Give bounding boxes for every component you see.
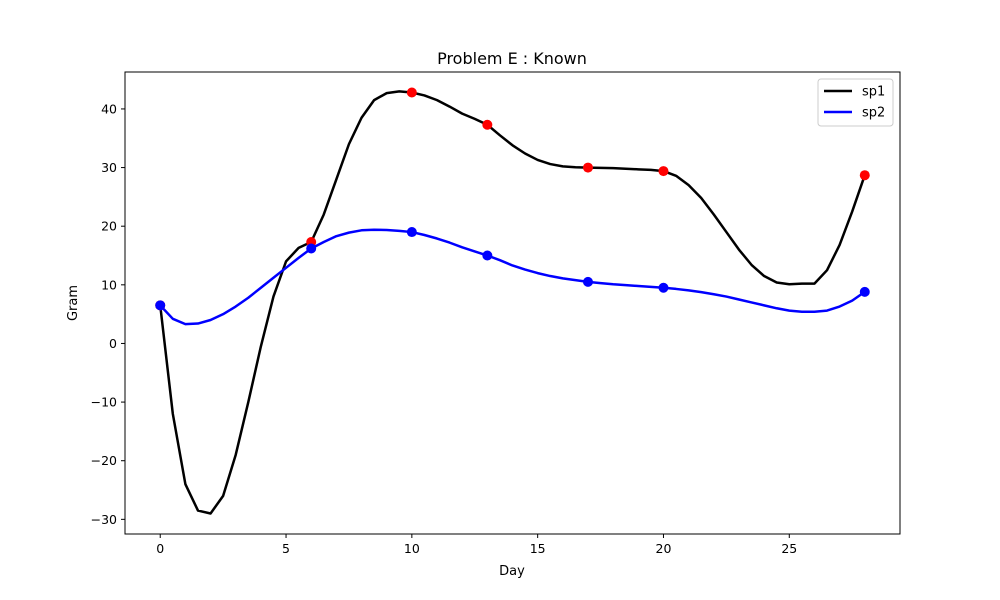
data-point-sp2 (155, 300, 166, 311)
legend-label-sp1: sp1 (862, 85, 885, 100)
y-axis-label: Gram (66, 285, 81, 321)
data-point-sp1 (658, 166, 669, 177)
data-point-sp2 (658, 282, 669, 293)
legend: sp1 sp2 (817, 78, 894, 127)
y-tick-label: 40 (101, 101, 117, 116)
data-point-sp1 (859, 170, 870, 181)
x-tick-label: 25 (781, 541, 797, 556)
x-tick-label: 5 (282, 541, 290, 556)
x-tick-label: 20 (656, 541, 672, 556)
chart-title: Problem E : Known (437, 49, 587, 68)
data-point-sp2 (482, 250, 493, 261)
x-axis-label: Day (499, 564, 525, 579)
data-point-sp2 (306, 243, 317, 254)
y-tick-label: −30 (91, 512, 117, 527)
x-tick-label: 15 (530, 541, 546, 556)
data-point-sp1 (406, 87, 417, 98)
y-tick-label: 30 (101, 160, 117, 175)
series-line-sp1 (158, 90, 866, 515)
y-tick-label: −20 (91, 453, 117, 468)
series-line-sp2 (159, 228, 866, 326)
y-tick-label: 20 (101, 219, 117, 234)
y-axis: −30 −20 −10 0 10 20 30 40 (91, 101, 125, 527)
data-point-sp1 (482, 119, 493, 130)
y-tick-label: 0 (109, 336, 117, 351)
data-point-sp2 (406, 227, 417, 238)
legend-label-sp2: sp2 (862, 106, 885, 121)
x-tick-label: 0 (156, 541, 164, 556)
data-point-sp2 (582, 276, 593, 287)
y-tick-label: −10 (91, 395, 117, 410)
data-point-sp2 (859, 286, 870, 297)
data-point-sp1 (582, 162, 593, 173)
x-tick-label: 10 (404, 541, 420, 556)
plot-area (155, 87, 870, 515)
y-tick-label: 10 (101, 277, 117, 292)
plot-frame (124, 71, 901, 535)
x-axis: 0 5 10 15 20 25 (156, 534, 797, 556)
